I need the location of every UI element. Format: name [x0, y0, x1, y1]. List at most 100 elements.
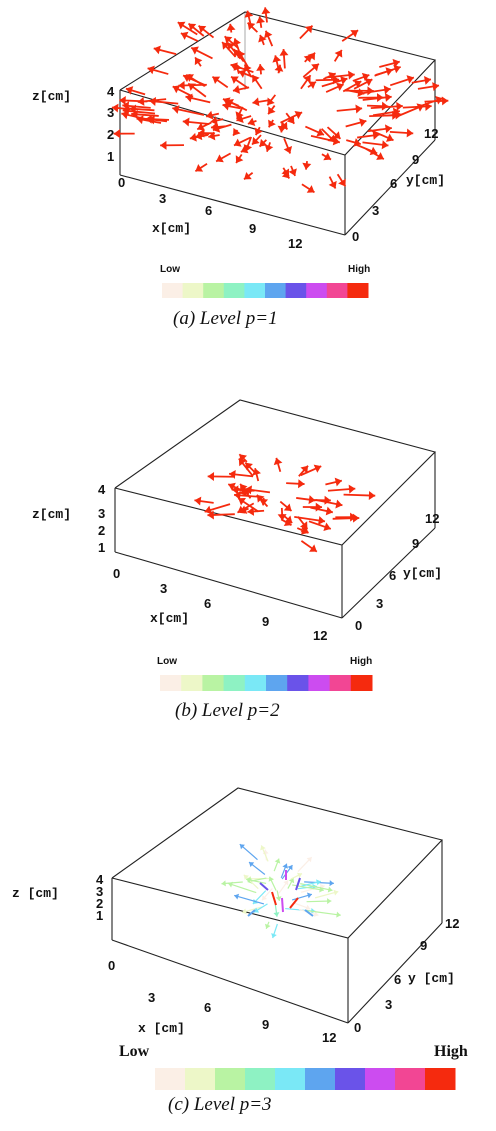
vector-arrow-head: [307, 892, 312, 899]
vector-arrow-head: [221, 880, 226, 887]
vector-arrow-head: [256, 16, 266, 24]
vector-arrow-head: [268, 876, 275, 882]
vector-arrow-head: [111, 103, 119, 113]
z-tick-b-0: 0: [113, 566, 120, 581]
vector-arrow-head: [328, 180, 337, 189]
colorbar-swatch: [203, 283, 225, 298]
z-tick-b-3: 3: [98, 506, 105, 521]
vector-arrow-head: [316, 128, 324, 137]
vector-arrow-head: [323, 522, 331, 532]
vector-arrow-head: [239, 505, 248, 514]
vector-arrow-head: [319, 886, 324, 893]
vector-arrow-head: [125, 86, 134, 95]
y-tick-a-9: 9: [412, 152, 419, 167]
y-tick-a-12: 12: [424, 126, 438, 141]
vector-arrow-head: [309, 544, 317, 552]
vector-arrow-head: [323, 152, 331, 161]
vector-arrow: [271, 891, 277, 906]
vector-arrow-head: [383, 85, 391, 95]
colorbar-swatch: [329, 675, 352, 691]
vector-arrow-head: [180, 31, 189, 40]
x-tick-c-12: 12: [322, 1030, 336, 1045]
colorbar-swatch: [182, 283, 204, 298]
x-axis-title-b: x[cm]: [150, 611, 189, 626]
vector-arrow-head: [367, 86, 374, 96]
vector-arrow-head: [261, 895, 268, 901]
colorbar-swatch: [425, 1068, 456, 1090]
vector-arrow-head: [243, 144, 253, 152]
vector-arrow: [289, 897, 299, 909]
vector-arrow-head: [300, 526, 309, 535]
vector-arrow-head: [318, 515, 325, 525]
vector-arrow-head: [204, 505, 212, 515]
box-edge-bottom-front: [119, 174, 346, 236]
vector-arrow-head: [233, 138, 242, 147]
vector-arrow-head: [254, 907, 260, 913]
colorbar-swatch: [181, 675, 203, 691]
vector-arrow-head: [244, 10, 254, 18]
vector-arrow-head: [298, 479, 305, 489]
vector-arrow-head: [281, 170, 290, 179]
vector-arrow-head: [384, 92, 392, 102]
vector-arrow-head: [195, 131, 203, 141]
vector-arrow-head: [243, 171, 252, 180]
vector-arrow-head: [233, 127, 241, 136]
vector-arrow-head: [385, 67, 393, 76]
vector-arrow-head: [385, 133, 394, 142]
vector-arrow-head: [252, 136, 260, 145]
z-axis-title-a: z[cm]: [32, 89, 71, 104]
panel-a: z[cm] y[cm] x[cm] 4 3 2 1 0 3 6 9 12 0 3…: [0, 0, 496, 380]
vector-arrow-head: [299, 521, 308, 529]
colorbar-swatch: [265, 283, 287, 298]
z-tick-a-4: 4: [107, 84, 115, 99]
colorbar-swatch: [305, 1068, 336, 1090]
vector-arrow-head: [233, 63, 243, 71]
vector-field-a: [111, 7, 449, 194]
vector-arrow-head: [206, 110, 214, 120]
vector-arrow-head: [191, 46, 199, 55]
vector-arrow-head: [129, 104, 137, 114]
y-tick-a-0: 0: [352, 229, 359, 244]
vector-arrow: [247, 909, 256, 917]
z-tick-c-3: 3: [96, 884, 103, 899]
vector-arrow-head: [208, 131, 216, 141]
vector-arrow: [304, 909, 314, 917]
colorbar-swatch: [245, 1068, 276, 1090]
vector-arrow-head: [306, 185, 315, 193]
x-tick-b-9: 9: [262, 614, 269, 629]
colorbar-swatch: [365, 1068, 396, 1090]
vector-arrow-head: [347, 70, 355, 80]
vector-arrow-head: [441, 96, 449, 106]
vector-arrow-head: [332, 136, 340, 146]
x-axis-title-a: x[cm]: [152, 221, 191, 236]
vector-arrow-head: [273, 457, 283, 466]
colorbar-swatch: [155, 1068, 186, 1090]
vector-arrow-head: [271, 933, 277, 939]
vector-arrow-head: [222, 97, 231, 106]
vector-arrow-head: [432, 82, 440, 91]
vector-arrow-head: [182, 117, 190, 127]
z-tick-b-4: 4: [98, 482, 106, 497]
vector-arrow-head: [261, 7, 271, 15]
vector-arrow-head: [348, 484, 356, 494]
vector-arrow-head: [247, 506, 255, 516]
vector-arrow-head: [194, 57, 203, 66]
vector-arrow-head: [226, 23, 236, 31]
vector-arrow-head: [361, 72, 370, 82]
vector-arrow-head: [195, 164, 204, 172]
vector-arrow-head: [355, 104, 363, 114]
vector-arrow-head: [327, 898, 332, 905]
y-tick-b-12: 12: [425, 511, 439, 526]
z-tick-a-1: 1: [107, 149, 114, 164]
vector-arrow-head: [267, 97, 275, 106]
colorbar-swatch: [285, 283, 307, 298]
z-axis-title-b: z[cm]: [32, 507, 71, 522]
vector-arrow-head: [283, 880, 289, 886]
vector-arrow-head: [303, 75, 311, 83]
vector-arrow-head: [308, 495, 316, 505]
y-tick-b-3: 3: [376, 596, 383, 611]
z-axis-title-c: z [cm]: [12, 886, 59, 901]
colorbar-low-label-c: Low: [119, 1043, 150, 1060]
vector-arrow-head: [384, 124, 392, 134]
vector-arrow-head: [228, 482, 236, 491]
